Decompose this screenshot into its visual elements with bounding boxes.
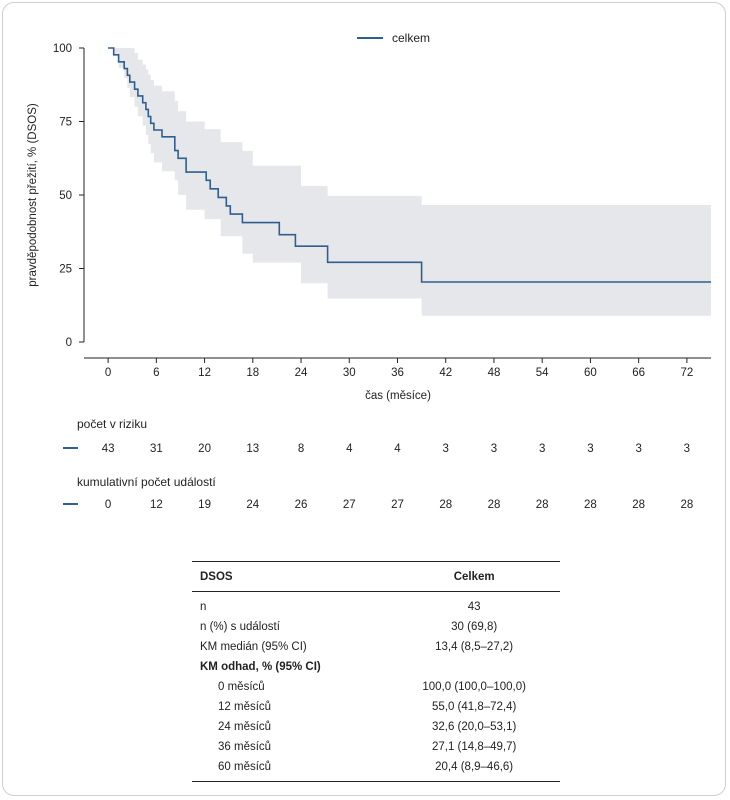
x-tick-label: 24 bbox=[295, 367, 308, 379]
y-tick-label: 0 bbox=[66, 337, 72, 349]
summary-header-value: Celkem bbox=[388, 561, 560, 592]
x-tick-label: 66 bbox=[632, 367, 645, 379]
legend-label: celkem bbox=[392, 31, 430, 45]
at-risk-value: 43 bbox=[102, 443, 115, 455]
x-tick-label: 30 bbox=[343, 367, 356, 379]
summary-row-value bbox=[388, 657, 560, 677]
at-risk-value: 3 bbox=[635, 443, 641, 455]
summary-header-row: DSOS Celkem bbox=[192, 561, 560, 592]
legend: celkem bbox=[357, 31, 430, 45]
summary-row: 60 měsíců 20,4 (8,9–46,6) bbox=[192, 757, 560, 782]
summary-row-label: KM odhad, % (95% CI) bbox=[200, 661, 321, 673]
at-risk-value: 3 bbox=[587, 443, 593, 455]
x-tick-label: 54 bbox=[536, 367, 549, 379]
at-risk-value: 4 bbox=[394, 443, 401, 455]
summary-row-label: 60 měsíců bbox=[192, 757, 389, 782]
summary-row: n 43 bbox=[192, 592, 560, 618]
ci-band-layer bbox=[108, 48, 712, 316]
summary-row-value: 13,4 (8,5–27,2) bbox=[435, 641, 514, 653]
x-tick-label: 42 bbox=[439, 367, 452, 379]
summary-row-value: 100,0 (100,0–100,0) bbox=[422, 681, 526, 693]
at-risk-value: 13 bbox=[246, 443, 259, 455]
summary-body: n 43 n (%) s událostí 30 (69,8) KM medián (9… bbox=[192, 592, 560, 782]
x-axis-label: čas (měsíce) bbox=[365, 390, 431, 402]
at-risk-value: 3 bbox=[443, 443, 449, 455]
risk-table: 43 0 31 12 20 19 13 24 8 26 4 27 4 27 3 28 3 28 3 28 3 28 3 28 3… bbox=[102, 443, 694, 511]
cum-events-value: 28 bbox=[584, 499, 597, 511]
cum-events-value: 27 bbox=[343, 499, 356, 511]
summary-row: KM medián (95% CI) 13,4 (8,5–27,2) bbox=[192, 637, 560, 657]
at-risk-value: 3 bbox=[491, 443, 497, 455]
summary-row-value: 55,0 (41,8–72,4) bbox=[431, 701, 517, 713]
summary-row-value: 43 bbox=[467, 601, 481, 613]
x-tick-label: 48 bbox=[488, 367, 501, 379]
summary-row-label: 12 měsíců bbox=[218, 701, 272, 713]
cum-events-value: 28 bbox=[632, 499, 645, 511]
summary-row: KM odhad, % (95% CI) bbox=[192, 657, 560, 677]
x-tick-label: 0 bbox=[105, 367, 111, 379]
y-axis-label: pravděpodobnost přežití, % (DSOS) bbox=[27, 103, 39, 287]
cum-events-value: 24 bbox=[246, 499, 259, 511]
y-tick-label: 100 bbox=[53, 43, 72, 55]
summary-row-value: 32,6 (20,0–53,1) bbox=[431, 721, 517, 733]
summary-row: n (%) s událostí 30 (69,8) bbox=[192, 617, 560, 637]
summary-row: 12 měsíců 55,0 (41,8–72,4) bbox=[192, 697, 560, 717]
x-tick-label: 6 bbox=[153, 367, 159, 379]
x-tick-label: 12 bbox=[198, 367, 211, 379]
y-tick-label: 50 bbox=[59, 190, 72, 202]
y-tick-label: 25 bbox=[59, 264, 72, 276]
cum-events-value: 28 bbox=[680, 499, 693, 511]
cum-events-value: 28 bbox=[439, 499, 452, 511]
summary-row-value: 27,1 (14,8–49,7) bbox=[431, 741, 517, 753]
summary-row-label: KM medián (95% CI) bbox=[200, 641, 307, 653]
cum-events-value: 0 bbox=[105, 499, 111, 511]
ci-band bbox=[108, 48, 712, 316]
summary-row-label: 24 měsíců bbox=[218, 721, 272, 733]
cum-events-value: 19 bbox=[198, 499, 211, 511]
summary-row-label: n (%) s událostí bbox=[200, 621, 280, 633]
cum-events-value: 26 bbox=[295, 499, 308, 511]
cum-events-value: 27 bbox=[391, 499, 404, 511]
axes: 0 25 50 75 100 0 6 12 18 24 30 36 42 48 54 60 66 72 bbox=[53, 43, 711, 379]
at-risk-value: 31 bbox=[150, 443, 163, 455]
summary-row: 36 měsíců 27,1 (14,8–49,7) bbox=[192, 737, 560, 757]
summary-row: 0 měsíců 100,0 (100,0–100,0) bbox=[192, 677, 560, 697]
x-tick-label: 60 bbox=[584, 367, 597, 379]
at-risk-value: 4 bbox=[346, 443, 353, 455]
y-tick-label: 75 bbox=[59, 117, 72, 129]
summary-table: DSOS Celkem n 43 n (%) s událostí 30 (69,8)… bbox=[192, 561, 560, 782]
summary-row-label: 36 měsíců bbox=[218, 741, 272, 753]
cum-events-value: 28 bbox=[488, 499, 501, 511]
survival-curve bbox=[108, 47, 711, 283]
summary-row: 24 měsíců 32,6 (20,0–53,1) bbox=[192, 717, 560, 737]
summary-row-label: 0 měsíců bbox=[218, 681, 265, 693]
cum-events-value: 28 bbox=[536, 499, 549, 511]
x-tick-label: 72 bbox=[680, 367, 693, 379]
at-risk-value: 3 bbox=[539, 443, 545, 455]
summary-row-value: 30 (69,8) bbox=[451, 621, 498, 633]
cum-events-label: kumulativní počet událostí bbox=[77, 475, 216, 489]
survival-curve-layer bbox=[108, 47, 711, 283]
at-risk-value: 8 bbox=[298, 443, 304, 455]
summary-header-label: DSOS bbox=[192, 561, 389, 592]
x-tick-label: 36 bbox=[391, 367, 404, 379]
summary-row-value: 20,4 (8,9–46,6) bbox=[388, 757, 560, 782]
at-risk-value: 3 bbox=[684, 443, 690, 455]
at-risk-value: 20 bbox=[198, 443, 211, 455]
at-risk-label: počet v riziku bbox=[77, 417, 147, 431]
x-tick-label: 18 bbox=[246, 367, 259, 379]
summary-row-label: n bbox=[200, 601, 207, 613]
cum-events-value: 12 bbox=[150, 499, 163, 511]
